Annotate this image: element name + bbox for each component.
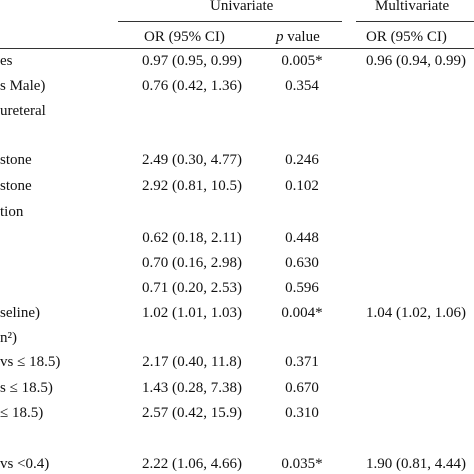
p-cell: 0.448 <box>285 230 319 246</box>
mv-or-cell: 1.04 (1.02, 1.06) <box>366 305 466 321</box>
univariate-header: Univariate <box>210 0 274 14</box>
or-cell: 2.57 (0.42, 15.9) <box>142 405 242 421</box>
or-cell: 0.62 (0.18, 2.11) <box>142 230 242 246</box>
univariate-rule <box>118 21 342 22</box>
or-cell: 0.71 (0.20, 2.53) <box>142 280 242 296</box>
row-label: s ≤ 18.5) <box>0 380 53 396</box>
or-cell: 2.92 (0.81, 10.5) <box>142 178 242 194</box>
row-label: tion <box>0 204 24 220</box>
row-label: s Male) <box>0 78 46 94</box>
p-cell: 0.354 <box>285 78 319 94</box>
or-cell: 0.97 (0.95, 0.99) <box>142 53 242 69</box>
p-cell: 0.310 <box>285 405 319 421</box>
row-label: stone <box>0 152 32 168</box>
mv-or-cell: 0.96 (0.94, 0.99) <box>366 53 466 69</box>
or-cell: 2.22 (1.06, 4.66) <box>142 456 242 472</box>
mv-or-column-header: OR (95% CI) <box>366 29 447 45</box>
p-value-word: value <box>283 29 320 45</box>
p-cell: 0.102 <box>285 178 319 194</box>
or-cell: 2.17 (0.40, 11.8) <box>142 354 242 370</box>
or-cell: 1.02 (1.01, 1.03) <box>142 305 242 321</box>
row-label: vs ≤ 18.5) <box>0 354 61 370</box>
row-label: es <box>0 53 13 69</box>
p-cell: 0.035* <box>281 456 323 472</box>
multivariate-header: Multivariate <box>375 0 450 14</box>
or-cell: 0.76 (0.42, 1.36) <box>142 78 242 94</box>
p-cell: 0.246 <box>285 152 319 168</box>
p-cell: 0.005* <box>281 53 323 69</box>
header-bottom-rule <box>0 48 474 49</box>
row-label: seline) <box>0 305 40 321</box>
row-label: stone <box>0 178 32 194</box>
row-label: n²) <box>0 330 17 346</box>
mv-or-cell: 1.90 (0.81, 4.44) <box>366 456 466 472</box>
p-value-column-header: p value <box>276 28 320 46</box>
row-label: ≤ 18.5) <box>0 405 44 421</box>
p-cell: 0.371 <box>285 354 319 370</box>
or-cell: 2.49 (0.30, 4.77) <box>142 152 242 168</box>
or-cell: 0.70 (0.16, 2.98) <box>142 255 242 271</box>
multivariate-rule <box>356 21 474 22</box>
p-italic: p <box>276 29 284 45</box>
row-label: vs <0.4) <box>0 456 50 472</box>
row-label: ureteral <box>0 103 46 119</box>
or-cell: 1.43 (0.28, 7.38) <box>142 380 242 396</box>
p-cell: 0.596 <box>285 280 319 296</box>
p-cell: 0.004* <box>281 305 323 321</box>
or-column-header: OR (95% CI) <box>144 29 225 45</box>
p-cell: 0.670 <box>285 380 319 396</box>
p-cell: 0.630 <box>285 255 319 271</box>
